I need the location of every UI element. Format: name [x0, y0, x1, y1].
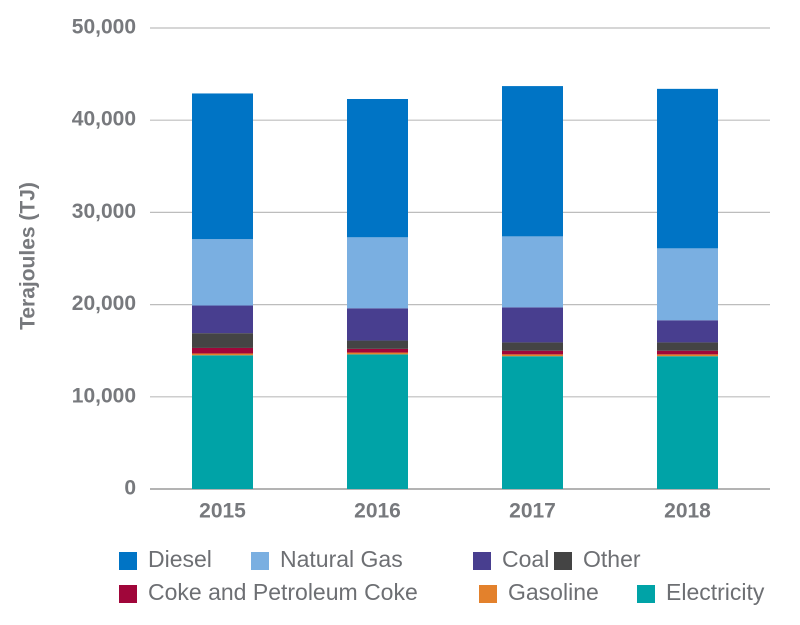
y-tick-label: 0	[124, 477, 136, 500]
legend-swatch	[119, 585, 137, 603]
y-tick-label: 50,000	[72, 16, 136, 39]
legend-item-coal: Coal	[473, 546, 549, 572]
bar-2017-natural-gas	[502, 236, 563, 308]
legend-item-coke-and-petroleum-coke: Coke and Petroleum Coke	[119, 579, 418, 605]
bar-2016-coke-and-petroleum-coke	[347, 348, 408, 353]
bar-2016-natural-gas	[347, 237, 408, 309]
legend-swatch	[479, 585, 497, 603]
bar-2018-gasoline	[657, 354, 718, 357]
bar-2016-coal	[347, 308, 408, 341]
x-tick-label: 2015	[199, 500, 246, 523]
bar-2015-other	[192, 333, 253, 348]
legend-item-electricity: Electricity	[637, 579, 765, 605]
legend-swatch	[637, 585, 655, 603]
legend-item-other: Other	[554, 546, 641, 572]
bar-2016-electricity	[347, 354, 408, 489]
legend-label: Diesel	[148, 546, 212, 572]
y-axis-ticks: 0 10,000 20,000 30,000 40,000 50,000	[72, 16, 136, 500]
bar-2018-coal	[657, 320, 718, 343]
bar-2017-other	[502, 342, 563, 351]
legend-swatch	[554, 552, 572, 570]
bar-2015-coke-and-petroleum-coke	[192, 347, 253, 354]
bar-2015-diesel	[192, 93, 253, 240]
bar-2018-natural-gas	[657, 248, 718, 321]
legend-swatch	[251, 552, 269, 570]
bar-2015-gasoline	[192, 353, 253, 356]
legend-swatch	[119, 552, 137, 570]
bar-2018-other	[657, 342, 718, 351]
y-tick-label: 30,000	[72, 200, 136, 223]
legend-label: Natural Gas	[280, 546, 403, 572]
bars	[192, 86, 718, 489]
legend-item-diesel: Diesel	[119, 546, 212, 572]
bar-2016-gasoline	[347, 352, 408, 355]
x-tick-label: 2018	[664, 500, 711, 523]
bar-2018-electricity	[657, 356, 718, 489]
bar-2018-diesel	[657, 88, 718, 249]
legend-item-gasoline: Gasoline	[479, 579, 599, 605]
bar-2016-diesel	[347, 98, 408, 238]
legend-item-natural-gas: Natural Gas	[251, 546, 403, 572]
bar-2017-coal	[502, 307, 563, 343]
bar-2016-other	[347, 340, 408, 349]
x-tick-label: 2017	[509, 500, 556, 523]
bar-2015-electricity	[192, 355, 253, 489]
y-tick-label: 20,000	[72, 292, 136, 315]
bar-2017-electricity	[502, 356, 563, 489]
bar-2015-coal	[192, 305, 253, 334]
bar-2017-gasoline	[502, 354, 563, 357]
bar-2015-natural-gas	[192, 239, 253, 306]
legend-label: Other	[583, 546, 641, 572]
bar-2017-diesel	[502, 86, 563, 237]
legend: Diesel Natural Gas Coal Other Coke and Petro…	[119, 546, 765, 605]
y-tick-label: 40,000	[72, 108, 136, 131]
x-tick-label: 2016	[354, 500, 401, 523]
legend-label: Coal	[502, 546, 549, 572]
y-axis-label: Terajoules (TJ)	[17, 182, 40, 330]
bar-2018-coke-and-petroleum-coke	[657, 350, 718, 355]
bar-2017-coke-and-petroleum-coke	[502, 350, 563, 355]
legend-label: Electricity	[666, 579, 765, 605]
legend-label: Coke and Petroleum Coke	[148, 579, 418, 605]
legend-label: Gasoline	[508, 579, 599, 605]
x-axis-ticks: 2015 2016 2017 2018	[199, 500, 711, 523]
y-tick-label: 10,000	[72, 384, 136, 407]
legend-swatch	[473, 552, 491, 570]
